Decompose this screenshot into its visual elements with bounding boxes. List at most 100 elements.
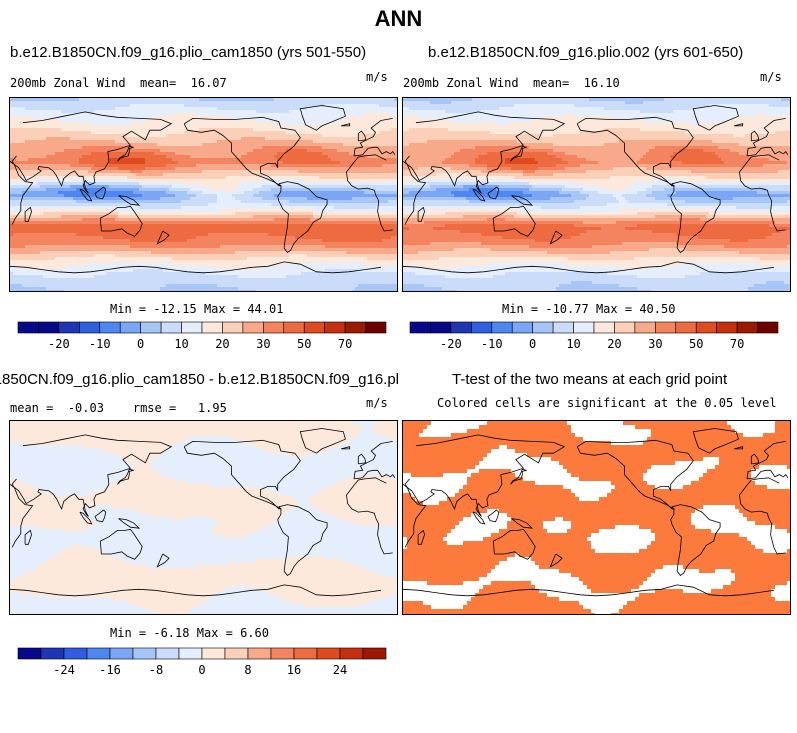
field-cell [100, 152, 104, 156]
field-cell [349, 191, 353, 195]
field-cell [37, 164, 41, 168]
field-cell [55, 167, 59, 171]
field-cell [274, 155, 278, 159]
field-cell [121, 203, 125, 207]
field-cell [349, 134, 353, 138]
field-cell [13, 122, 17, 126]
field-cell [61, 128, 65, 132]
field-cell [391, 155, 395, 159]
field-cell [280, 194, 284, 198]
field-cell [79, 185, 83, 189]
field-cell [229, 131, 233, 135]
field-cell [49, 101, 53, 105]
field-cell [133, 194, 137, 198]
field-cell [379, 155, 383, 159]
field-cell [73, 212, 77, 216]
field-cell [196, 212, 200, 216]
field-cell [34, 155, 38, 159]
field-cell [298, 110, 302, 114]
field-cell [301, 131, 305, 135]
field-cell [100, 155, 104, 159]
field-cell [106, 167, 110, 171]
field-cell [199, 191, 203, 195]
field-cell [310, 101, 314, 105]
field-cell [379, 167, 383, 171]
field-cell [355, 182, 359, 186]
field-cell [22, 185, 26, 189]
field-cell [328, 176, 332, 180]
field-cell [223, 140, 227, 144]
field-cell [349, 155, 353, 159]
field-cell [358, 206, 362, 210]
field-cell [334, 110, 338, 114]
field-cell [124, 131, 128, 135]
field-cell [100, 203, 104, 207]
field-cell [325, 98, 329, 102]
field-cell [391, 152, 395, 156]
field-cell [52, 206, 56, 210]
field-cell [61, 161, 65, 165]
field-cell [115, 149, 119, 153]
field-cell [385, 134, 389, 138]
field-cell [274, 173, 278, 177]
field-cell [289, 179, 293, 183]
field-cell [154, 104, 158, 108]
field-cell [271, 119, 275, 123]
field-cell [262, 188, 266, 192]
field-cell [274, 110, 278, 114]
field-cell [85, 122, 89, 126]
field-cell [334, 122, 338, 126]
field-cell [259, 206, 263, 210]
field-cell [352, 137, 356, 141]
field-cell [103, 125, 107, 129]
field-cell [55, 125, 59, 129]
field-cell [64, 161, 68, 165]
field-cell [67, 161, 71, 165]
field-cell [178, 176, 182, 180]
field-cell [184, 119, 188, 123]
field-cell [325, 131, 329, 135]
field-cell [94, 200, 98, 204]
field-cell [355, 113, 359, 117]
field-cell [361, 185, 365, 189]
field-cell [352, 152, 356, 156]
field-cell [361, 179, 365, 183]
field-cell [22, 209, 26, 213]
field-cell [163, 146, 167, 150]
field-cell [346, 182, 350, 186]
field-cell [250, 131, 254, 135]
field-cell [388, 104, 392, 108]
field-cell [388, 167, 392, 171]
field-cell [280, 161, 284, 165]
field-cell [391, 104, 395, 108]
field-cell [70, 179, 74, 183]
field-cell [175, 188, 179, 192]
field-cell [46, 110, 50, 114]
field-cell [181, 185, 185, 189]
field-cell [307, 167, 311, 171]
field-cell [28, 128, 32, 132]
field-cell [76, 134, 80, 138]
field-cell [355, 152, 359, 156]
field-cell [232, 104, 236, 108]
field-cell [211, 122, 215, 126]
field-cell [229, 194, 233, 198]
field-cell [220, 158, 224, 162]
field-cell [376, 188, 380, 192]
field-cell [124, 122, 128, 126]
field-cell [31, 212, 35, 216]
field-cell [55, 188, 59, 192]
field-cell [25, 161, 29, 165]
field-cell [67, 164, 71, 168]
field-cell [103, 200, 107, 204]
field-cell [40, 137, 44, 141]
field-cell [139, 119, 143, 123]
field-cell [157, 212, 161, 216]
field-cell [118, 140, 122, 144]
field-cell [361, 155, 365, 159]
field-cell [241, 98, 245, 102]
field-cell [106, 116, 110, 120]
field-cell [139, 149, 143, 153]
field-cell [217, 161, 221, 165]
field-cell [277, 203, 281, 207]
